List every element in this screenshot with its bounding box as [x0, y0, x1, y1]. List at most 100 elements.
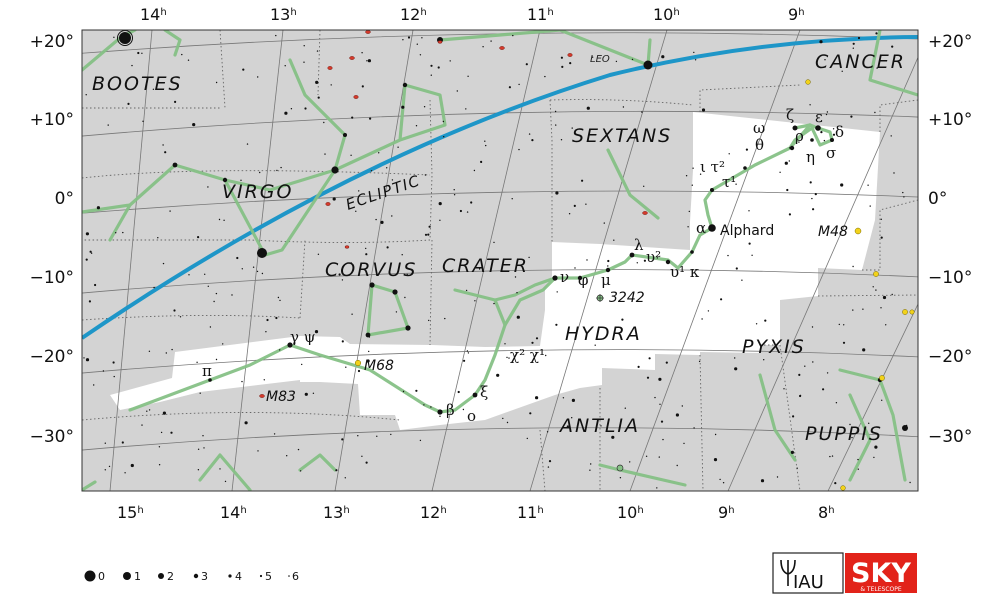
faint-star — [421, 37, 423, 39]
faint-star — [259, 171, 261, 174]
legend-label: 4 — [235, 570, 242, 583]
faint-star — [589, 469, 591, 471]
faint-star — [560, 56, 564, 59]
dec-right-tick: +10° — [928, 110, 972, 130]
faint-star — [187, 59, 190, 61]
faint-star — [357, 369, 361, 373]
faint-star — [880, 307, 882, 309]
faint-star — [473, 169, 476, 172]
faint-star — [204, 273, 206, 275]
faint-star — [745, 341, 747, 344]
faint-star — [463, 359, 466, 362]
faint-star — [714, 433, 717, 436]
legend-label: 1 — [134, 570, 141, 583]
ra-top-tick: 13h — [270, 5, 297, 24]
faint-star — [169, 210, 171, 212]
faint-star — [867, 184, 869, 186]
faint-star — [102, 370, 105, 372]
ecliptic-line — [82, 35, 918, 340]
star-label-rho: ρ — [795, 127, 804, 145]
faint-star — [574, 267, 576, 269]
faint-star — [427, 233, 430, 236]
faint-star — [788, 160, 790, 162]
faint-star — [257, 450, 259, 452]
faint-star — [376, 435, 378, 437]
faint-star — [665, 361, 668, 364]
faint-star — [108, 465, 111, 468]
faint-star — [85, 94, 87, 96]
dec-left-tick: 0° — [55, 189, 74, 209]
faint-star — [764, 319, 767, 322]
faint-star — [776, 476, 779, 478]
faint-star — [880, 218, 882, 220]
faint-star — [485, 144, 487, 147]
faint-star — [423, 106, 426, 108]
faint-star — [698, 360, 701, 363]
faint-star — [391, 179, 394, 181]
faint-star — [317, 96, 320, 99]
faint-star — [615, 60, 618, 63]
faint-star — [699, 173, 702, 175]
faint-star — [158, 446, 161, 448]
faint-star — [648, 357, 651, 360]
faint-star — [792, 415, 795, 418]
faint-star — [484, 140, 486, 142]
faint-star — [881, 399, 883, 401]
faint-star — [127, 102, 130, 105]
bootes-label: BOOTES — [92, 73, 183, 95]
faint-star — [275, 316, 278, 320]
faint-star — [146, 410, 148, 412]
faint-star — [825, 113, 828, 116]
faint-star — [165, 352, 167, 354]
star-label-epsilon: ε — [815, 108, 823, 126]
faint-star — [96, 206, 100, 210]
faint-star — [424, 174, 427, 176]
faint-star — [213, 300, 215, 303]
ra-bottom-tick: 11h — [517, 503, 544, 522]
faint-star — [735, 183, 737, 185]
faint-star — [683, 442, 685, 445]
faint-star — [555, 323, 558, 326]
faint-star — [350, 154, 352, 156]
ra-top-tick: 14h — [140, 5, 167, 24]
ra-top-tick: 11h — [527, 5, 554, 24]
faint-star — [529, 412, 532, 415]
faint-star — [838, 323, 840, 326]
faint-star — [734, 357, 736, 359]
faint-stars — [83, 32, 911, 489]
faint-star — [748, 210, 750, 212]
star-clusters — [354, 79, 915, 491]
faint-star — [528, 133, 531, 135]
dec-left-tick: −10° — [30, 268, 74, 288]
faint-star — [675, 413, 680, 417]
faint-star — [720, 298, 723, 301]
faint-star — [646, 376, 650, 379]
faint-star — [459, 209, 462, 213]
dec-right-tick: −30° — [928, 427, 972, 447]
faint-star — [465, 289, 468, 292]
ra-axis-bottom: 15h 14h 13h 12h 11h 10h 9h 8h — [117, 503, 835, 522]
faint-star — [174, 100, 177, 103]
faint-star — [688, 210, 690, 213]
faint-star — [366, 359, 370, 363]
cancer-label: CANCER — [815, 51, 906, 73]
faint-star — [661, 55, 665, 59]
legend-star-mag6 — [288, 575, 290, 577]
faint-star — [796, 467, 798, 469]
faint-star — [629, 461, 631, 463]
star-label-omega: ω — [753, 119, 765, 137]
hydra-label: HYDRA — [565, 323, 642, 345]
faint-star — [841, 70, 843, 73]
faint-star — [89, 250, 92, 253]
faint-star — [276, 169, 278, 172]
faint-star — [355, 210, 357, 212]
faint-star — [607, 265, 609, 267]
faint-star — [585, 203, 587, 205]
faint-star — [303, 45, 305, 47]
faint-star — [687, 226, 689, 228]
dec-left-tick: −30° — [30, 427, 74, 447]
star-label-phi: φ — [578, 271, 589, 289]
faint-star — [301, 363, 303, 366]
faint-star — [297, 448, 300, 451]
